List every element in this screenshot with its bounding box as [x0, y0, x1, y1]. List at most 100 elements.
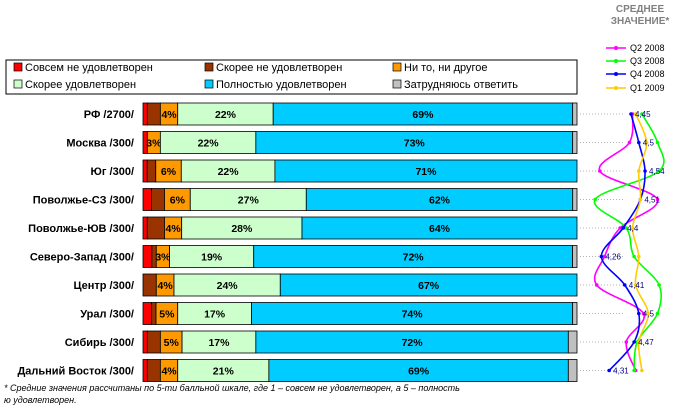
- bar-5-полностью-удовлетворен: [301, 216, 578, 240]
- avg-point-2-5: [624, 226, 629, 230]
- legend-label-3: Ни то, ни другое: [404, 62, 487, 74]
- avg-point-label-6: 4,26: [605, 253, 621, 262]
- avg-point-label-2: 4,5: [643, 139, 655, 148]
- bar-3-скорее-не-удовлетворен: [146, 159, 157, 183]
- avg-point-4-4: [638, 197, 643, 202]
- category-label-6: Северо-Запад /300/: [30, 252, 134, 264]
- bar-value-label-9-4: 17%: [208, 337, 230, 349]
- avg-title-line-1: СРЕДНЕЕ: [616, 4, 665, 15]
- bar-value-label-1-4: 22%: [215, 109, 237, 121]
- avg-point-4-2: [644, 140, 649, 145]
- avg-point-1-4: [655, 197, 660, 202]
- bar-8-затрудняюсь-ответить: [572, 302, 578, 325]
- category-label-4: Поволжье-СЗ /300/: [33, 195, 134, 207]
- bar-value-label-9-3: 5%: [164, 337, 180, 349]
- legend-label-1: Совсем не удовлетворен: [25, 62, 153, 74]
- avg-point-label-9: 4,47: [638, 338, 654, 347]
- avg-point-3-9: [632, 340, 636, 344]
- avg-point-label-7: 4,41: [629, 281, 645, 290]
- legend-swatch-3: [392, 62, 402, 72]
- avg-point-3-5: [621, 226, 625, 230]
- bar-5-скорее-не-удовлетворен: [146, 216, 165, 240]
- bar-value-label-10-3: 4%: [161, 366, 177, 378]
- bar-6-совсем-не-удовлетворен: [142, 245, 153, 268]
- avg-point-1-2: [627, 140, 632, 145]
- avg-series-q1-2009: [631, 113, 650, 371]
- bar-9-совсем-не-удовлетворен: [142, 330, 148, 354]
- avg-point-4-6: [637, 254, 641, 259]
- bar-value-label-1-3: 4%: [161, 109, 177, 121]
- avg-point-2-2: [655, 140, 660, 145]
- bar-value-label-10-4: 21%: [213, 366, 235, 378]
- bar-value-label-2-5: 73%: [404, 138, 426, 150]
- bar-10-скорее-не-удовлетворен: [146, 359, 161, 382]
- avg-point-4-10: [640, 368, 644, 373]
- avg-point-1-9: [624, 340, 629, 344]
- category-label-10: Дальний Восток /300/: [17, 366, 134, 378]
- legend-label-4: Скорее удовлетворен: [25, 79, 136, 91]
- avg-legend-marker-2: [614, 59, 618, 63]
- bar-value-label-10-5: 69%: [408, 366, 430, 378]
- bar-value-label-2-4: 22%: [198, 138, 220, 150]
- avg-point-2-1: [640, 112, 644, 116]
- legend-swatch-6: [392, 79, 402, 89]
- avg-point-3-2: [637, 140, 641, 145]
- avg-point-1-3: [598, 169, 602, 173]
- legend-swatch-1: [13, 62, 23, 72]
- bar-9-затрудняюсь-ответить: [567, 330, 578, 354]
- avg-point-1-6: [602, 254, 607, 259]
- bar-5-совсем-не-удовлетворен: [142, 216, 148, 240]
- legend-label-5: Полностью удовлетворен: [216, 79, 347, 91]
- avg-point-3-7: [622, 283, 627, 287]
- avg-point-2-6: [632, 254, 636, 259]
- avg-series-q3-2008: [593, 113, 665, 371]
- avg-point-2-3: [657, 169, 661, 173]
- avg-point-4-8: [646, 311, 650, 316]
- avg-point-3-8: [637, 311, 641, 316]
- bar-value-label-7-3: 4%: [158, 280, 174, 292]
- avg-legend-label-1: Q2 2008: [630, 43, 665, 53]
- avg-point-label-10: 4,31: [613, 367, 629, 376]
- bar-value-label-8-3: 5%: [159, 309, 175, 321]
- avg-point-4-7: [633, 283, 638, 287]
- avg-series-q2-2008: [593, 113, 659, 371]
- avg-point-2-7: [657, 283, 661, 287]
- avg-legend-marker-4: [614, 86, 618, 90]
- bar-6-затрудняюсь-ответить: [572, 245, 578, 268]
- avg-legend-label-2: Q3 2008: [630, 56, 665, 66]
- bar-value-label-4-5: 62%: [429, 195, 451, 207]
- category-label-8: Урал /300/: [80, 309, 134, 321]
- bar-value-label-5-3: 4%: [165, 223, 181, 235]
- bar-8-скорее-не-удовлетворен: [151, 302, 157, 325]
- avg-legend-label-4: Q1 2009: [630, 83, 665, 93]
- bar-7-скорее-не-удовлетворен: [142, 273, 157, 297]
- avg-point-4-5: [630, 226, 635, 230]
- bar-chart: РФ /2700/4% 22% 69% Москва /300/3% 22% 73% Юг …: [17, 102, 625, 382]
- bar-4-скорее-не-удовлетворен: [151, 188, 165, 211]
- category-label-9: Сибирь /300/: [65, 337, 134, 349]
- avg-point-label-8: 4,5: [643, 310, 655, 319]
- category-label-5: Поволжье-ЮВ /300/: [28, 223, 134, 235]
- footnote-line-2: ю удовлетворен.: [4, 395, 77, 405]
- bar-value-label-2-3: 3%: [146, 138, 162, 150]
- bar-4-затрудняюсь-ответить: [572, 188, 578, 211]
- bar-value-label-4-4: 27%: [238, 195, 260, 207]
- bar-9-скорее-не-удовлетворен: [146, 330, 161, 354]
- avg-point-label-4: 4,51: [644, 196, 660, 205]
- avg-point-1-5: [618, 226, 622, 230]
- bar-1-совсем-не-удовлетворен: [142, 102, 148, 126]
- bar-1-скорее-не-удовлетворен: [146, 102, 161, 126]
- category-label-2: Москва /300/: [66, 138, 134, 150]
- bar-value-label-6-3: 3%: [155, 252, 171, 264]
- bar-value-label-5-5: 64%: [429, 223, 451, 235]
- category-label-1: РФ /2700/: [84, 109, 134, 121]
- bar-value-label-7-5: 67%: [418, 280, 440, 292]
- bar-10-совсем-не-удовлетворен: [142, 359, 148, 382]
- avg-point-3-6: [599, 254, 604, 259]
- avg-point-label-1: 4,45: [635, 110, 651, 119]
- bar-value-label-3-3: 6%: [161, 166, 177, 178]
- bar-7-полностью-удовлетворен: [279, 273, 578, 297]
- avg-point-4-3: [637, 169, 641, 173]
- bar-3-полностью-удовлетворен: [274, 159, 578, 183]
